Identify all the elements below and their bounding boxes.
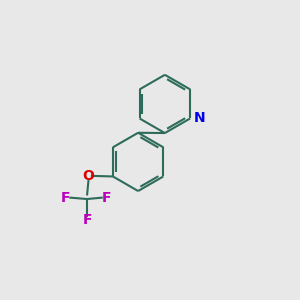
Text: O: O <box>82 169 94 183</box>
Text: F: F <box>61 190 70 205</box>
Text: F: F <box>82 213 92 227</box>
Text: N: N <box>194 112 206 125</box>
Text: F: F <box>102 190 111 205</box>
